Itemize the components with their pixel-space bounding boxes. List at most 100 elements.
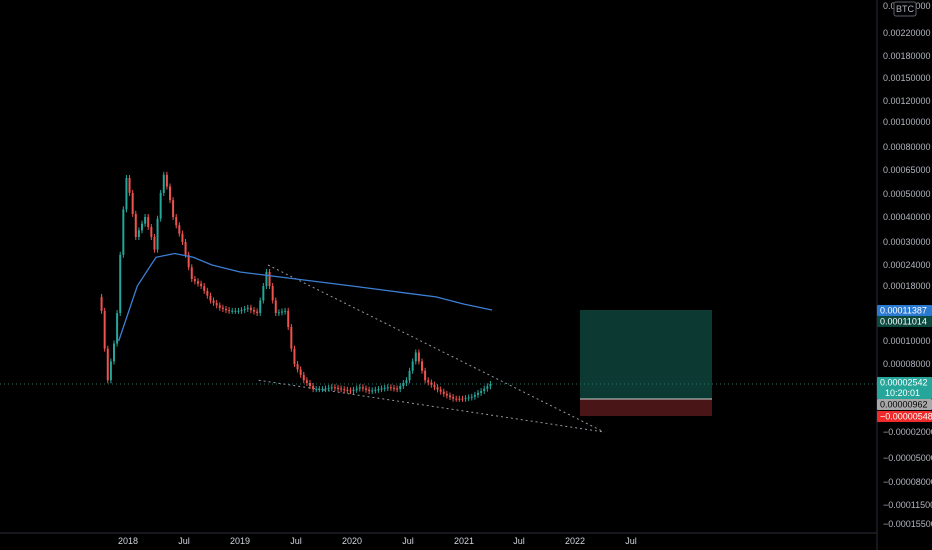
candle-body [215,302,218,306]
candle-body [200,283,203,286]
candle-body [368,389,371,392]
price-flag [877,399,932,410]
candle-body [147,217,150,227]
candle-body [209,295,212,301]
candle-body [477,392,479,395]
trendline-2[interactable] [258,379,605,433]
y-tick-label: 0.00100000 [883,117,931,127]
candle-body [287,310,290,327]
candle-body [414,352,417,362]
candle-body [473,394,476,397]
x-axis[interactable]: 2018 Jul 2019 Jul 2020 Jul 2021 Jul 2022 Jul [118,536,637,546]
candle-body [399,385,402,390]
candle-body [433,384,436,388]
candle-body [144,217,147,224]
candle-body [284,310,287,312]
candle-body [141,223,143,231]
candle-body [315,389,318,391]
candle-body [393,387,395,389]
currency-badge-label: BTC [896,4,915,14]
candle-body [340,388,343,390]
candle-body [277,312,280,314]
x-tick-label: 2022 [565,536,585,546]
price-candles [100,171,492,402]
candle-body [178,225,181,234]
x-tick-label: 2021 [454,536,474,546]
moving-average-line[interactable] [118,252,493,342]
candle-body [253,310,255,312]
candle-body [218,305,221,308]
candle-body [455,398,458,400]
candle-body [480,391,483,393]
y-tick-label: −0.00015500 [883,519,932,529]
candle-body [119,254,122,313]
candle-body [150,227,153,237]
price-flag [877,411,932,422]
price-flag-label: 0.00011014 [880,317,927,327]
candle-body [302,374,305,381]
candle-body [221,307,224,309]
candle-body [389,387,392,389]
candle-body [203,286,206,291]
candle-body [128,178,131,193]
candle-body [296,364,299,370]
candle-body [371,390,374,392]
y-tick-label: 0.00065000 [883,165,931,175]
x-tick-label: Jul [290,536,302,546]
candle-body [374,389,377,391]
candle-body [355,388,358,390]
candle-body [427,380,430,383]
candle-body [243,308,246,311]
candle-body [197,281,199,284]
candle-body [421,361,423,371]
candle-body [159,192,162,219]
price-flag [877,316,932,327]
candle-body [439,389,442,392]
candle-body [424,370,427,381]
position-profit-zone[interactable] [580,310,712,399]
candle-body [467,397,470,399]
candle-body [172,200,175,217]
candle-body [380,388,383,390]
candle-body [411,361,414,371]
y-tick-label: 0.00040000 [883,212,931,222]
candle-body [408,370,411,381]
candle-body [262,286,265,301]
y-tick-label: −0.00011500 [883,500,932,510]
candle-body [169,186,171,201]
candle-body [318,389,321,391]
x-tick-label: 2019 [230,536,250,546]
plot-area[interactable] [0,171,877,433]
candle-body [259,300,262,313]
candle-body [109,361,112,381]
candle-body [256,311,259,313]
candle-body [458,398,461,400]
y-tick-label: 0.00050000 [883,189,931,199]
candle-body [246,307,249,309]
x-tick-label: 2018 [118,536,138,546]
candle-body [249,307,252,311]
candle-body [240,310,243,312]
candle-body [281,311,283,313]
y-tick-label: 0.00030000 [883,237,931,247]
x-tick-label: Jul [625,536,637,546]
currency-badge: BTC [893,1,917,17]
price-flag-label: −0.00000548 [880,412,932,422]
position-loss-zone[interactable] [580,399,712,416]
candle-body [162,174,165,193]
candle-body [312,385,315,390]
candle-body [405,380,408,383]
candle-body [402,382,405,386]
candle-body [181,233,184,242]
candle-body [156,218,159,250]
y-tick-label: −0.00008000 [883,477,932,487]
candle-body [461,398,464,400]
candle-body [290,327,293,349]
candle-body [483,388,486,392]
candle-body [165,174,168,187]
candle-body [193,279,196,282]
candle-body [265,272,268,286]
y-tick-label: 0.00120000 [883,96,931,106]
candle-body [134,213,137,237]
